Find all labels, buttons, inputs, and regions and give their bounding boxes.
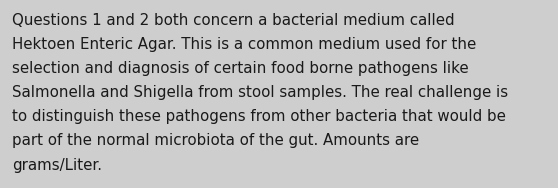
Text: selection and diagnosis of certain food borne pathogens like: selection and diagnosis of certain food … [12,61,469,76]
Text: to distinguish these pathogens from other bacteria that would be: to distinguish these pathogens from othe… [12,109,506,124]
Text: Questions 1 and 2 both concern a bacterial medium called: Questions 1 and 2 both concern a bacteri… [12,13,455,28]
Text: grams/Liter.: grams/Liter. [12,158,102,173]
Text: part of the normal microbiota of the gut. Amounts are: part of the normal microbiota of the gut… [12,133,420,149]
Text: Hektoen Enteric Agar. This is a common medium used for the: Hektoen Enteric Agar. This is a common m… [12,37,477,52]
Text: Salmonella and Shigella from stool samples. The real challenge is: Salmonella and Shigella from stool sampl… [12,85,508,100]
